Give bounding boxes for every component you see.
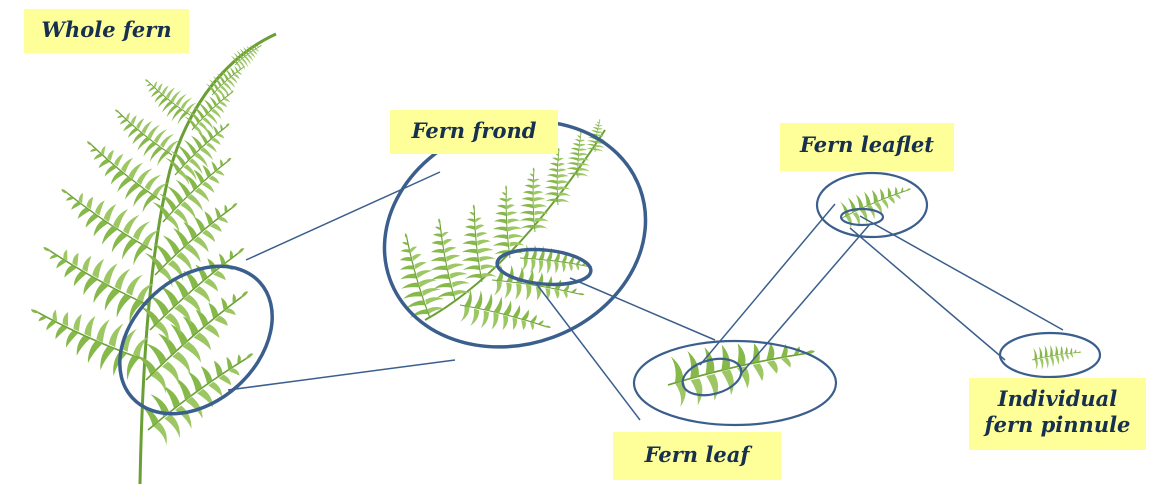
whole-fern-image (19, 32, 277, 485)
fern-frond-zoom-ellipse (495, 247, 593, 287)
connector-lines (227, 171, 1064, 421)
fern-leaf-label: Fern leaf (613, 432, 781, 480)
fern-pinnule-label-line1: Individual (997, 386, 1118, 411)
fern-pinnule-label: Individual fern pinnule (969, 378, 1146, 450)
fern-leaf-zoom-ellipse (681, 357, 743, 397)
fern-pinnule-label-line2: fern pinnule (984, 412, 1131, 437)
fern-leaflet-outline (815, 171, 929, 239)
fern-leaf-outline (632, 339, 838, 427)
fern-pinnule-outline (998, 331, 1102, 379)
whole-fern-label: Whole fern (24, 9, 189, 53)
whole-fern-zoom-ellipse (118, 264, 274, 416)
fern-leaflet-zoom-ellipse (839, 207, 885, 227)
fern-pinnule-image (1029, 340, 1084, 372)
fern-frond-label: Fern frond (390, 110, 558, 154)
fern-leaflet-label: Fern leaflet (780, 123, 954, 171)
